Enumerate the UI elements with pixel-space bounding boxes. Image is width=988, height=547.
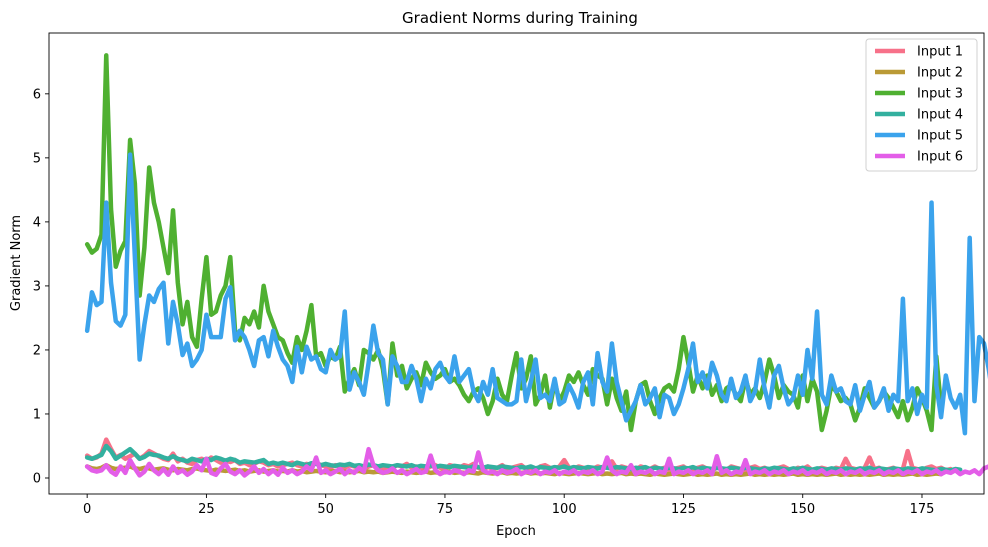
legend-label-input-1: Input 1 — [917, 45, 963, 60]
legend-label-input-2: Input 2 — [917, 66, 963, 81]
y-tick-label: 2 — [33, 343, 41, 358]
x-axis-title: Epoch — [496, 524, 536, 539]
y-axis: 0 1 2 3 4 5 6 — [33, 87, 49, 486]
x-tick-label: 50 — [317, 502, 334, 517]
x-tick-label: 150 — [790, 502, 815, 517]
y-axis-title: Gradient Norm — [9, 215, 24, 311]
series-layer — [84, 53, 988, 478]
plot-frame — [48, 32, 985, 495]
y-tick-label: 3 — [33, 279, 41, 294]
y-tick-label: 0 — [33, 471, 41, 486]
y-tick-label: 4 — [33, 215, 41, 230]
x-tick-label: 75 — [437, 502, 454, 517]
y-tick-label: 5 — [33, 151, 41, 166]
x-axis: 0 25 50 75 100 125 150 175 — [83, 494, 934, 517]
x-tick-label: 0 — [83, 502, 91, 517]
x-tick-label: 25 — [198, 502, 215, 517]
series-line-input-3 — [84, 53, 944, 433]
series-line-input-4 — [84, 443, 963, 473]
legend-label-input-3: Input 3 — [917, 87, 963, 102]
x-tick-label: 125 — [671, 502, 696, 517]
series-line-input-6 — [84, 446, 988, 478]
legend-label-input-5: Input 5 — [917, 129, 963, 144]
legend-label-input-4: Input 4 — [917, 108, 963, 123]
y-tick-label: 1 — [33, 407, 41, 422]
legend-label-input-6: Input 6 — [917, 150, 963, 165]
chart-title: Gradient Norms during Training — [402, 9, 638, 27]
x-tick-label: 175 — [910, 502, 935, 517]
x-tick-label: 100 — [552, 502, 577, 517]
legend: Input 1 Input 2 Input 3 Input 4 Input 5 Input… — [865, 38, 978, 172]
y-tick-label: 6 — [33, 87, 41, 102]
series-line-input-5 — [84, 152, 988, 436]
